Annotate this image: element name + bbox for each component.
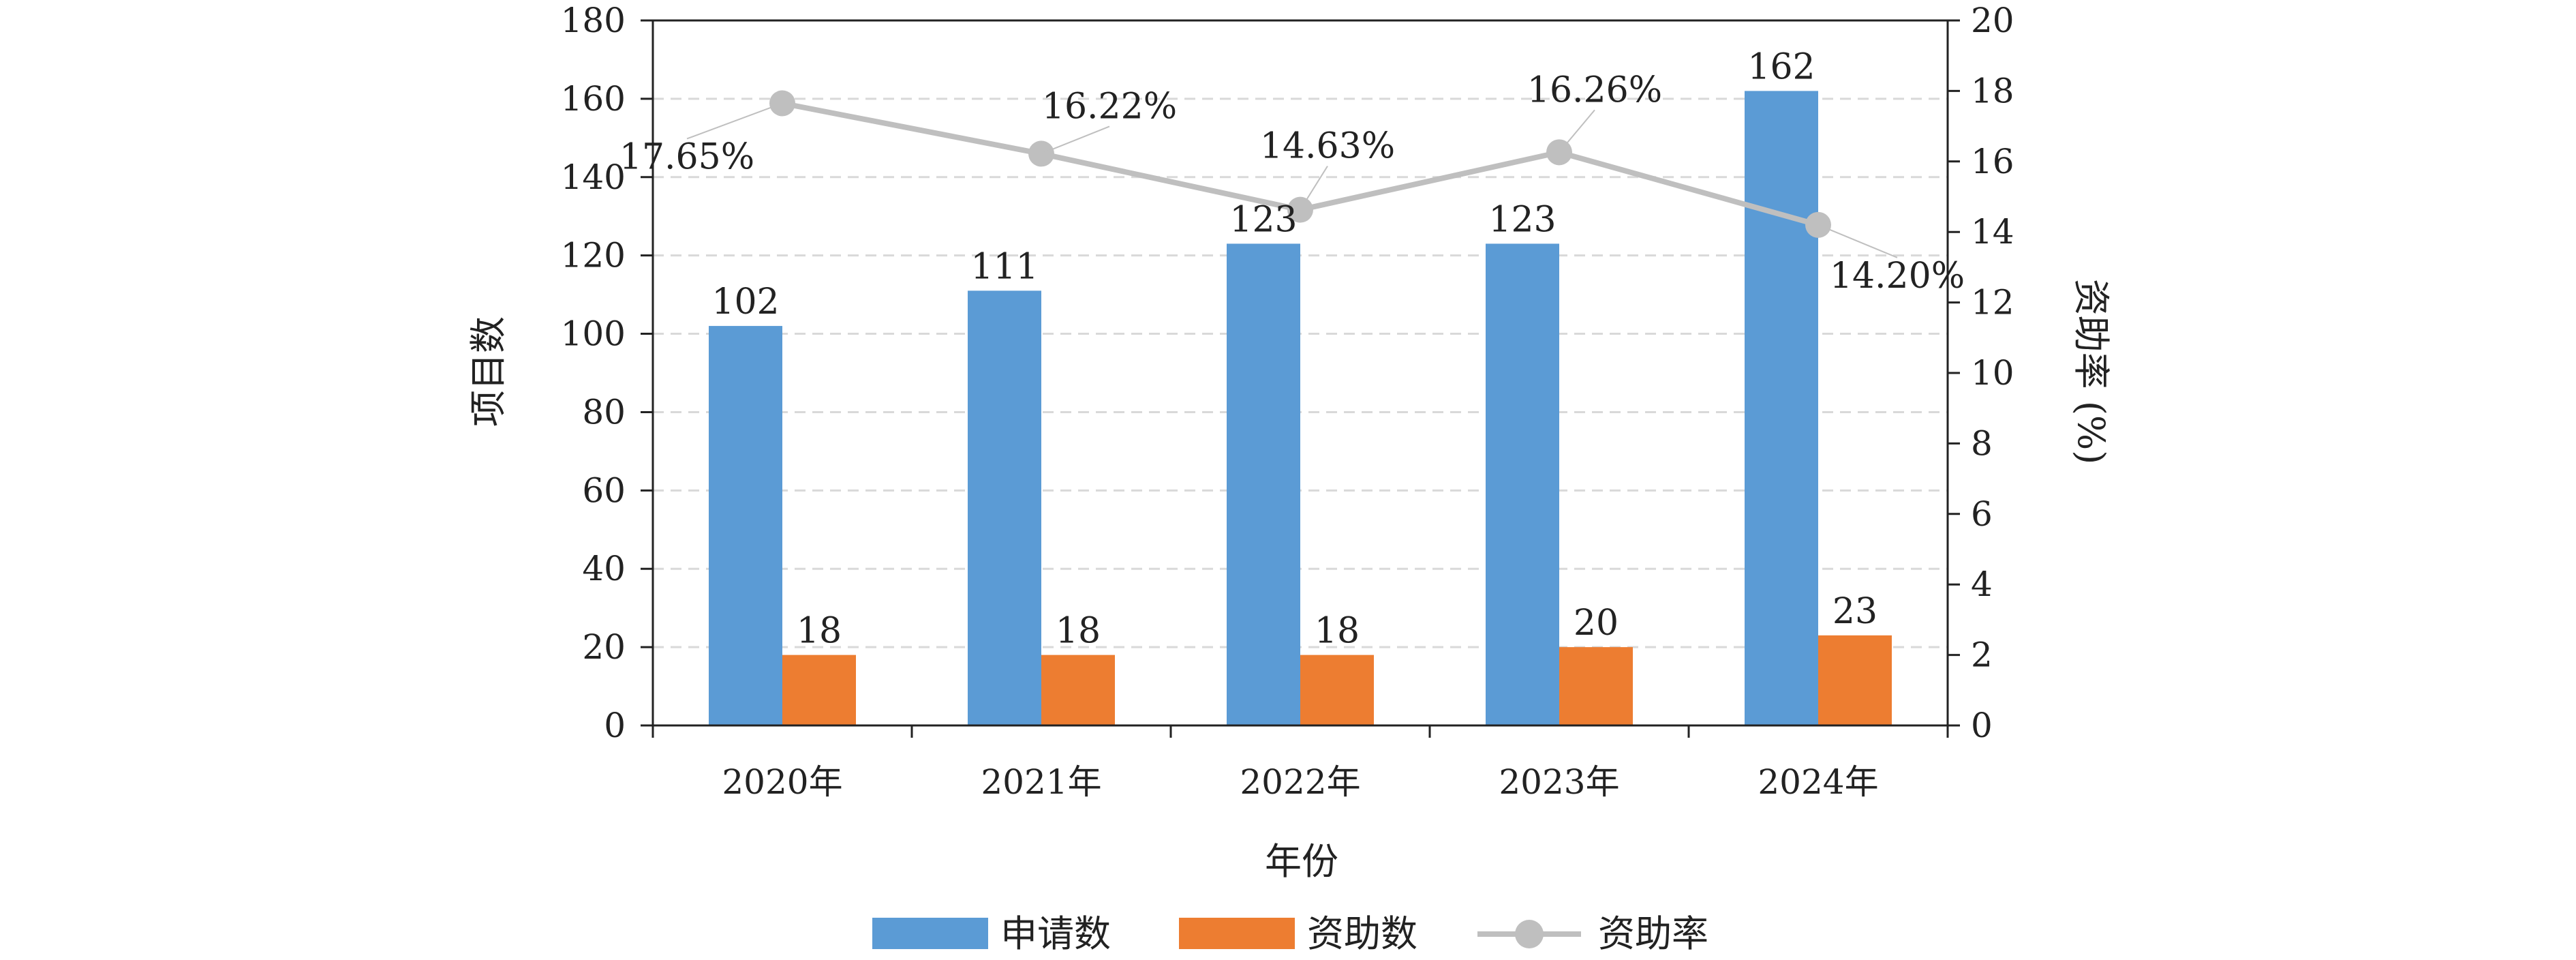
- bar-applications-value-label: 123: [1488, 199, 1556, 240]
- y-tick-label: 20: [582, 627, 626, 667]
- y2-tick-label: 16: [1971, 142, 2014, 181]
- y2-axis-title: 资助率 (%): [2070, 279, 2113, 465]
- y-tick-label: 40: [582, 549, 626, 588]
- bar-funded: [782, 655, 856, 725]
- bar-applications-value-label: 111: [970, 246, 1038, 287]
- bar-applications: [1227, 243, 1300, 725]
- legend-swatch-funded: [1179, 918, 1295, 949]
- bar-applications: [709, 326, 782, 726]
- y2-tick-label: 0: [1971, 706, 1993, 745]
- x-tick-label: 2024年: [1758, 762, 1878, 802]
- legend-marker-rate: [1515, 920, 1544, 948]
- bar-applications-value-label: 123: [1229, 199, 1297, 240]
- y-axis-title: 项目数: [467, 316, 510, 427]
- bars: [709, 91, 1892, 726]
- y2-tick-label: 18: [1971, 71, 2014, 110]
- x-axis-title: 年份: [1265, 840, 1338, 883]
- rate-value-label: 16.22%: [1042, 86, 1177, 127]
- rate-label-leader: [1041, 125, 1110, 155]
- bar-applications: [968, 290, 1041, 725]
- x-tick-label: 2021年: [981, 762, 1101, 802]
- bar-applications: [1486, 243, 1559, 725]
- bar-funded: [1300, 655, 1374, 725]
- axes: 0 20 40 60 80 100 120 140 160 180 0 2 4 6 8 10 12 14 16 18 2…: [561, 1, 2014, 802]
- y-tick-label: 0: [604, 706, 626, 745]
- y2-tick-label: 10: [1971, 353, 2014, 393]
- bar-funded-value-label: 20: [1574, 603, 1619, 644]
- x-tick-label: 2020年: [722, 762, 842, 802]
- bar-funded-value-label: 23: [1833, 591, 1877, 632]
- legend-label-funded: 资助数: [1307, 912, 1417, 955]
- bar-funded: [1818, 635, 1892, 725]
- y2-tick-label: 14: [1971, 212, 2014, 252]
- rate-label-leader: [686, 102, 783, 140]
- bar-funded-value-label: 18: [1315, 611, 1360, 652]
- y2-tick-label: 8: [1971, 423, 1993, 463]
- bar-applications: [1745, 91, 1818, 725]
- rate-label-leader: [1300, 166, 1328, 211]
- y2-tick-label: 4: [1971, 565, 1993, 604]
- rate-value-label: 14.63%: [1260, 126, 1395, 167]
- y-tick-label: 80: [582, 392, 626, 432]
- rate-label-leader: [1559, 109, 1595, 153]
- y2-tick-label: 6: [1971, 494, 1993, 534]
- bar-applications-value-label: 102: [711, 282, 779, 322]
- y-tick-label: 120: [561, 236, 626, 275]
- rate-value-label: 17.65%: [619, 136, 754, 177]
- x-tick-label: 2023年: [1499, 762, 1619, 802]
- y-tick-label: 100: [561, 314, 626, 354]
- y-tick-label: 60: [582, 470, 626, 510]
- y-tick-label: 160: [561, 79, 626, 119]
- bar-applications-value-label: 162: [1747, 46, 1815, 87]
- x-tick-label: 2022年: [1240, 762, 1360, 802]
- bar-funded: [1559, 647, 1633, 725]
- legend-label-rate: 资助率: [1598, 912, 1708, 955]
- rate-value-label: 16.26%: [1527, 70, 1662, 110]
- legend: 申请数 资助数 资助率: [872, 912, 1708, 955]
- rate-value-label: 14.20%: [1830, 256, 1965, 297]
- rate-label-leader: [1818, 224, 1898, 258]
- bar-funded-value-label: 18: [797, 611, 842, 652]
- bar-funded-value-label: 18: [1056, 611, 1101, 652]
- data-labels: 102 18 111 18 123 18 123 20 162 23 17.65% 16.22% 14.…: [619, 46, 1965, 651]
- bar-funded: [1041, 655, 1115, 725]
- legend-label-applications: 申请数: [1000, 912, 1111, 955]
- legend-swatch-applications: [872, 918, 988, 949]
- y2-tick-label: 20: [1971, 1, 2014, 40]
- y-tick-label: 140: [561, 158, 626, 197]
- y-tick-label: 180: [561, 1, 626, 40]
- y2-tick-label: 2: [1971, 635, 1993, 675]
- y2-tick-label: 12: [1971, 283, 2014, 322]
